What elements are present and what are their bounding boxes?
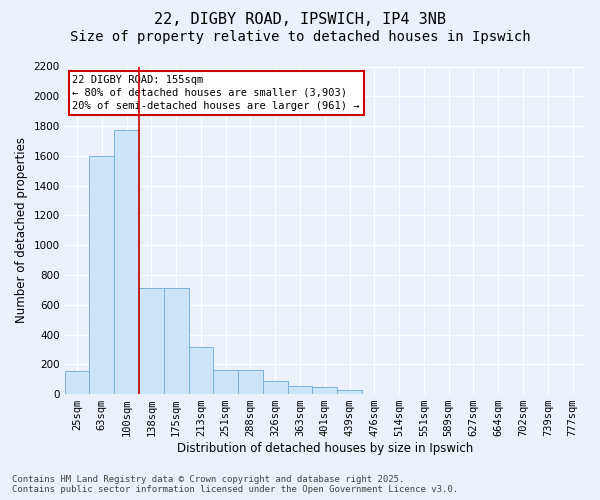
Text: 22 DIGBY ROAD: 155sqm
← 80% of detached houses are smaller (3,903)
20% of semi-d: 22 DIGBY ROAD: 155sqm ← 80% of detached … bbox=[73, 74, 360, 111]
Bar bbox=[313, 386, 337, 394]
Bar bbox=[287, 386, 313, 394]
Bar bbox=[188, 347, 214, 394]
Bar bbox=[89, 156, 114, 394]
Bar bbox=[65, 371, 89, 394]
Bar bbox=[263, 382, 287, 394]
Bar bbox=[337, 390, 362, 394]
Bar bbox=[164, 288, 188, 394]
Bar bbox=[139, 288, 164, 394]
Text: 22, DIGBY ROAD, IPSWICH, IP4 3NB: 22, DIGBY ROAD, IPSWICH, IP4 3NB bbox=[154, 12, 446, 28]
Bar bbox=[214, 370, 238, 394]
Bar bbox=[238, 370, 263, 394]
X-axis label: Distribution of detached houses by size in Ipswich: Distribution of detached houses by size … bbox=[177, 442, 473, 455]
Bar bbox=[114, 130, 139, 394]
Y-axis label: Number of detached properties: Number of detached properties bbox=[15, 138, 28, 324]
Text: Contains HM Land Registry data © Crown copyright and database right 2025.
Contai: Contains HM Land Registry data © Crown c… bbox=[12, 474, 458, 494]
Text: Size of property relative to detached houses in Ipswich: Size of property relative to detached ho… bbox=[70, 30, 530, 44]
